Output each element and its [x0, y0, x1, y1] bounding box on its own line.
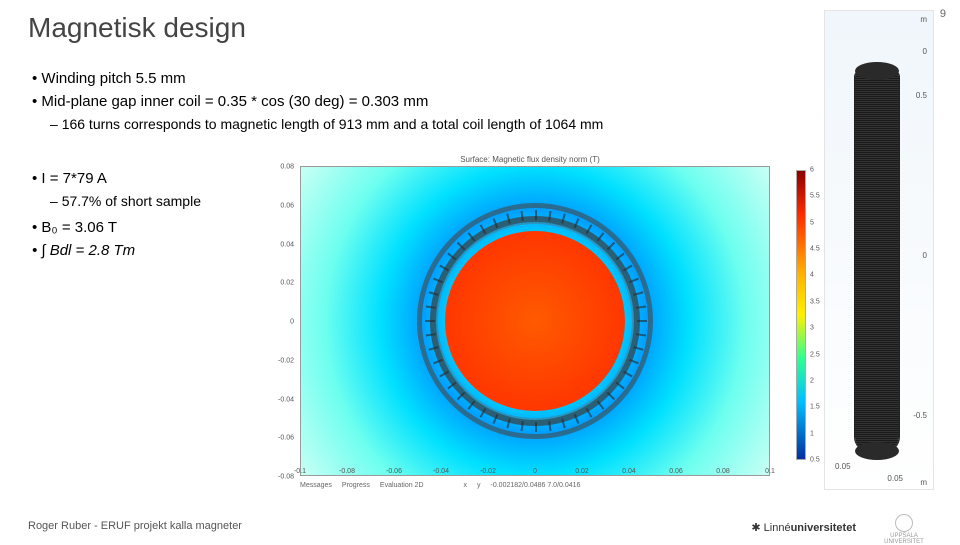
y-tick: 0.06 [280, 202, 294, 209]
logo-plain: Linné [764, 522, 791, 534]
axis-unit-bot: m [920, 478, 927, 487]
left-bullet-1: I = 7*79 A [32, 170, 232, 187]
x-tick: 0.1 [765, 468, 775, 475]
x-tick: 0.06 [669, 468, 683, 475]
left-bullet-1-sub: 57.7% of short sample [50, 193, 232, 209]
x-tick: 0.04 [622, 468, 636, 475]
uu-text: UPPSALA UNIVERSITET [884, 533, 924, 545]
colorbar-tick: 2 [810, 377, 814, 384]
x-tick: 0.02 [575, 468, 589, 475]
top-bullets: Winding pitch 5.5 mm Mid-plane gap inner… [32, 70, 752, 136]
axis-unit-top: m [920, 15, 927, 24]
bullet-2: Mid-plane gap inner coil = 0.35 * cos (3… [32, 93, 752, 110]
coil-turn-ticks [426, 212, 644, 430]
coil-3d-panel: m 0 0.5 0 -0.5 0.05 0.05 m [824, 10, 934, 490]
y-tick: -0.06 [278, 435, 294, 442]
colorbar-tick: 3.5 [810, 298, 820, 305]
left-bullet-2: B₀ = 3.06 T [32, 219, 232, 236]
status-value: -0.002182/0.0486 7.0/0.0416 [491, 482, 581, 489]
colorbar-tick: 6 [810, 167, 814, 174]
colorbar-tick: 0.5 [810, 457, 820, 464]
bullet-2-sub: 166 turns corresponds to magnetic length… [50, 116, 752, 132]
y-tick: -0.04 [278, 396, 294, 403]
m-label-05a: 0.5 [916, 91, 927, 100]
logo-bold: universitetet [791, 522, 856, 534]
status-col-x: x [464, 482, 468, 489]
coil-3d-mesh [855, 71, 899, 451]
y-tick: 0 [290, 319, 294, 326]
chart-status-row: Messages Progress Evaluation 2D x y -0.0… [300, 482, 770, 489]
x-tick: 0.08 [716, 468, 730, 475]
colorbar-tick: 5 [810, 219, 814, 226]
status-col-y: y [477, 482, 481, 489]
field-chart: Surface: Magnetic flux density norm (T) [270, 155, 790, 495]
colorbar-tick: 4.5 [810, 246, 820, 253]
chart-title: Surface: Magnetic flux density norm (T) [270, 155, 790, 164]
y-tick: -0.02 [278, 357, 294, 364]
x-tick: -0.04 [433, 468, 449, 475]
status-tab-1: Messages [300, 482, 332, 489]
x-tick: -0.08 [339, 468, 355, 475]
page-number: 9 [940, 8, 946, 20]
colorbar [796, 170, 806, 460]
m-label-005a: 0.05 [835, 462, 851, 471]
uu-seal-icon [895, 514, 913, 532]
x-tick: -0.06 [386, 468, 402, 475]
footer-text: Roger Ruber - ERUF projekt kalla magnete… [28, 520, 242, 532]
x-tick: -0.02 [480, 468, 496, 475]
logo-symbol-icon: ✱ [751, 522, 763, 534]
colorbar-tick: 4 [810, 272, 814, 279]
status-tab-2: Progress [342, 482, 370, 489]
linne-logo: ✱ Linnéuniversitetet [751, 521, 856, 534]
m-label-n05: -0.5 [913, 411, 927, 420]
m-label-0a: 0 [923, 47, 927, 56]
chart-area [300, 166, 770, 476]
bullet-1: Winding pitch 5.5 mm [32, 70, 752, 87]
m-label-005b: 0.05 [887, 474, 903, 483]
y-tick: 0.04 [280, 241, 294, 248]
x-tick: -0.1 [294, 468, 306, 475]
colorbar-tick: 3 [810, 325, 814, 332]
chart-y-axis: 0.080.060.040.020-0.02-0.04-0.06-0.08 [260, 155, 298, 465]
colorbar-tick: 1.5 [810, 404, 820, 411]
y-tick: -0.08 [278, 474, 294, 481]
x-tick: 0 [533, 468, 537, 475]
left-bullet-3: ∫ Bdl = 2.8 Tm [32, 242, 232, 259]
colorbar-tick: 5.5 [810, 193, 820, 200]
colorbar-tick: 2.5 [810, 351, 820, 358]
uppsala-logo: UPPSALA UNIVERSITET [878, 514, 930, 534]
status-tab-3: Evaluation 2D [380, 482, 424, 489]
page-title: Magnetisk design [28, 12, 246, 44]
y-tick: 0.08 [280, 164, 294, 171]
m-label-0b: 0 [923, 251, 927, 260]
y-tick: 0.02 [280, 280, 294, 287]
left-bullets: I = 7*79 A 57.7% of short sample B₀ = 3.… [32, 170, 232, 265]
colorbar-tick: 1 [810, 430, 814, 437]
